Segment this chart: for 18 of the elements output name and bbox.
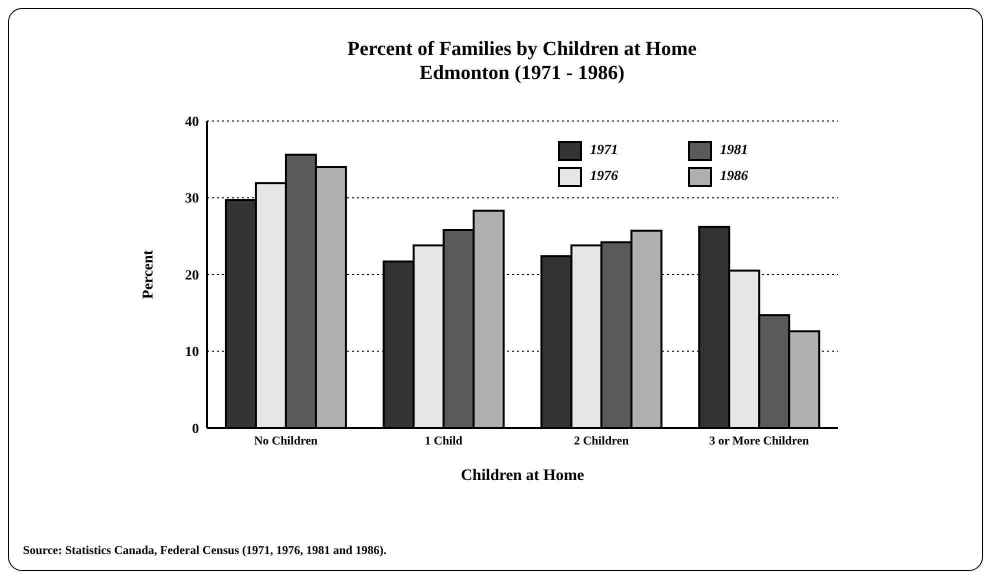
x-tick-label: 2 Children xyxy=(574,434,630,448)
y-tick-label: 30 xyxy=(185,192,199,207)
y-tick-label: 0 xyxy=(192,422,199,437)
chart-title: Percent of Families by Children at Home xyxy=(346,37,698,61)
legend-label: 1971 xyxy=(590,143,618,159)
x-tick-label: No Children xyxy=(254,434,318,448)
source-note: Source: Statistics Canada, Federal Census (1971, 1976, 1981 and 1986). xyxy=(23,543,386,558)
y-tick-label: 20 xyxy=(185,268,199,284)
legend-label: 1981 xyxy=(720,143,748,159)
y-axis-title: Percent xyxy=(140,250,156,299)
chart-subtitle: Edmonton (1971 - 1986) xyxy=(418,61,626,85)
x-tick-label: 3 or More Children xyxy=(709,434,810,448)
x-tick-label: 1 Child xyxy=(424,434,463,448)
legend-label: 1976 xyxy=(590,169,618,185)
x-axis-title: Children at Home xyxy=(460,467,584,484)
y-tick-label: 10 xyxy=(185,345,199,360)
y-tick-label: 40 xyxy=(185,114,199,130)
legend-label: 1986 xyxy=(720,169,748,185)
